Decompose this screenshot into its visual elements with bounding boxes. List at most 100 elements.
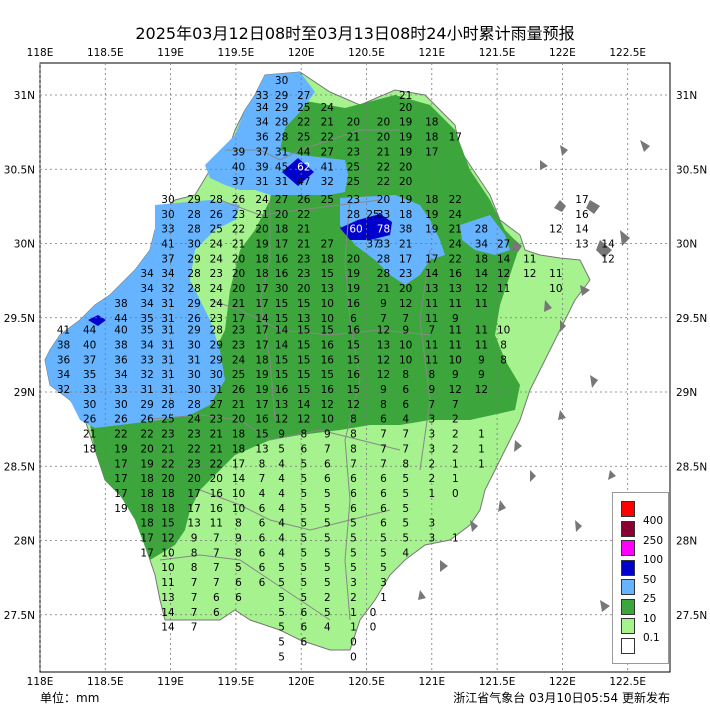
station-value: 3 [428, 429, 435, 441]
station-value: 5 [278, 636, 285, 648]
station-value: 34 [114, 369, 128, 381]
station-value: 13 [187, 518, 200, 530]
station-value: 15 [297, 339, 310, 351]
station-value: 22 [297, 209, 310, 221]
station-value: 6 [324, 458, 331, 470]
lat-tick-label: 28N [676, 536, 697, 548]
station-value: 9 [428, 384, 435, 396]
station-value: 19 [255, 384, 268, 396]
station-value: 1 [350, 607, 357, 619]
station-value: 33 [377, 239, 390, 251]
station-value: 23 [161, 429, 174, 441]
station-value: 20 [232, 268, 245, 280]
station-value: 28 [210, 194, 223, 206]
station-value: 3 [350, 577, 357, 589]
station-value: 21 [210, 443, 223, 455]
station-value: 34 [475, 239, 489, 251]
station-value: 4 [324, 622, 331, 634]
station-value: 30 [187, 369, 200, 381]
station-value: 16 [347, 325, 361, 337]
station-value: 7 [380, 429, 387, 441]
station-value: 13 [275, 399, 288, 411]
station-value: 20 [377, 194, 390, 206]
station-value: 5 [324, 518, 331, 530]
station-value: 40 [232, 161, 245, 173]
lat-tick-label: 30N [676, 239, 697, 251]
station-value: 9 [235, 533, 242, 545]
station-value: 31 [275, 146, 288, 158]
station-value: 0 [350, 636, 357, 648]
station-value: 24 [232, 354, 246, 366]
station-value: 40 [83, 339, 96, 351]
station-value: 19 [140, 458, 153, 470]
station-value: 8 [402, 369, 409, 381]
station-value: 19 [114, 503, 127, 515]
station-value: 31 [161, 313, 174, 325]
lon-tick-label: 121E [418, 47, 445, 59]
station-value: 27 [321, 239, 334, 251]
station-value: 27 [275, 194, 288, 206]
station-value: 7 [428, 399, 435, 411]
station-value: 7 [452, 399, 459, 411]
station-value: 11 [475, 298, 488, 310]
station-value: 12 [497, 268, 510, 280]
station-value: 5 [380, 562, 387, 574]
station-value: 5 [324, 488, 331, 500]
station-value: 20 [399, 283, 412, 295]
station-value: 8 [350, 429, 357, 441]
station-value: 6 [259, 547, 266, 559]
station-value: 9 [452, 313, 459, 325]
station-value: 6 [259, 562, 266, 574]
station-value: 3 [428, 518, 435, 530]
station-value: 4 [402, 414, 409, 426]
station-value: 20 [347, 117, 360, 129]
station-value: 30 [187, 339, 200, 351]
station-value: 7 [324, 443, 331, 455]
lon-tick-label: 119E [157, 676, 184, 688]
station-value: 3 [428, 414, 435, 426]
lon-tick-label: 122.5E [609, 676, 646, 688]
station-value: 12 [523, 268, 536, 280]
station-value: 6 [300, 443, 307, 455]
station-value: 7 [259, 473, 266, 485]
station-value: 25 [297, 132, 310, 144]
station-value: 4 [278, 518, 285, 530]
station-value: 17 [187, 503, 200, 515]
lat-tick-label: 31N [14, 90, 35, 102]
station-value: 44 [297, 146, 311, 158]
station-value: 36 [255, 132, 269, 144]
station-value: 5 [300, 577, 307, 589]
station-value: 22 [449, 194, 462, 206]
station-value: 17 [255, 325, 268, 337]
station-value: 17 [255, 339, 268, 351]
station-value: 31 [161, 298, 174, 310]
station-value: 30 [275, 75, 288, 87]
station-value: 18 [255, 268, 268, 280]
station-value: 7 [380, 313, 387, 325]
station-value: 39 [255, 161, 268, 173]
station-value: 20 [347, 253, 360, 265]
station-value: 28 [377, 253, 390, 265]
district-borders [139, 129, 431, 621]
station-value: 6 [380, 518, 387, 530]
lat-tick-label: 29N [14, 387, 35, 399]
lon-tick-label: 121.5E [479, 676, 516, 688]
station-value: 17 [399, 253, 412, 265]
station-value: 24 [210, 239, 224, 251]
station-value: 17 [255, 399, 268, 411]
station-value: 28 [377, 268, 390, 280]
station-value: 10 [449, 354, 462, 366]
lon-tick-label: 122E [549, 676, 576, 688]
station-value: 21 [321, 117, 334, 129]
station-value: 16 [575, 209, 589, 221]
station-value: 13 [575, 239, 588, 251]
station-value: 17 [232, 458, 245, 470]
station-value: 6 [259, 503, 266, 515]
station-value: 15 [347, 339, 360, 351]
station-value: 31 [255, 176, 268, 188]
station-value: 10 [232, 503, 245, 515]
station-value: 6 [259, 518, 266, 530]
legend-swatch [621, 559, 635, 576]
station-value: 33 [83, 384, 96, 396]
station-value: 15 [255, 429, 268, 441]
